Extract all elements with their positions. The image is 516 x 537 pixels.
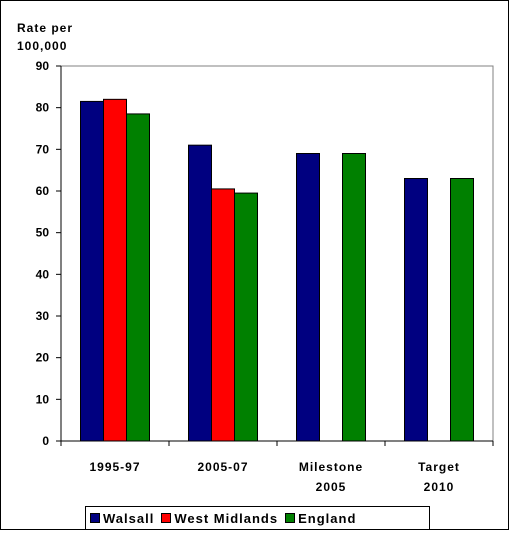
y-tick-label: 20 — [36, 351, 50, 365]
legend-label-england: England — [298, 510, 357, 526]
y-tick-label: 0 — [42, 434, 49, 448]
bar-west-midlands-2 — [211, 188, 235, 442]
bar-walsall-1 — [80, 100, 104, 442]
legend-item-walsall: Walsall — [90, 511, 154, 526]
legend-label-walsall: Walsall — [103, 510, 155, 526]
legend-label-west-midlands: West Midlands — [174, 510, 279, 526]
legend-item-west-midlands: West Midlands — [161, 511, 278, 526]
legend-swatch-west-midlands — [161, 513, 172, 523]
bar-walsall-2 — [188, 144, 212, 442]
y-tick-label: 90 — [36, 59, 50, 73]
x-category-label: 1995-97 — [89, 460, 140, 474]
y-tick-label: 10 — [36, 392, 50, 406]
legend-swatch-walsall — [90, 513, 100, 523]
x-category-label: 2010 — [424, 480, 455, 494]
bar-england-1 — [126, 113, 150, 442]
y-tick-label: 50 — [36, 226, 50, 240]
x-category-label: Target — [418, 460, 460, 474]
bar-england-4 — [450, 178, 474, 442]
legend: Walsall West Midlands England — [85, 506, 430, 530]
x-category-label: Milestone — [299, 460, 363, 474]
y-tick-label: 70 — [36, 142, 50, 156]
y-tick-label: 60 — [36, 184, 50, 198]
y-tick-label: 30 — [36, 309, 50, 323]
y-axis-title-line1: Rate per — [17, 21, 74, 35]
bar-west-midlands-1 — [103, 98, 127, 442]
x-category-label: 2005 — [316, 480, 347, 494]
bar-walsall-3 — [296, 153, 320, 442]
legend-item-england: England — [285, 511, 356, 526]
y-axis-title-line2: 100,000 — [17, 39, 68, 53]
bar-england-2 — [234, 192, 258, 442]
y-tick-label: 40 — [36, 267, 50, 281]
bar-walsall-4 — [404, 178, 428, 442]
y-tick-label: 80 — [36, 101, 50, 115]
bar-england-3 — [342, 153, 366, 442]
x-category-label: 2005-07 — [197, 460, 248, 474]
legend-swatch-england — [285, 513, 296, 523]
